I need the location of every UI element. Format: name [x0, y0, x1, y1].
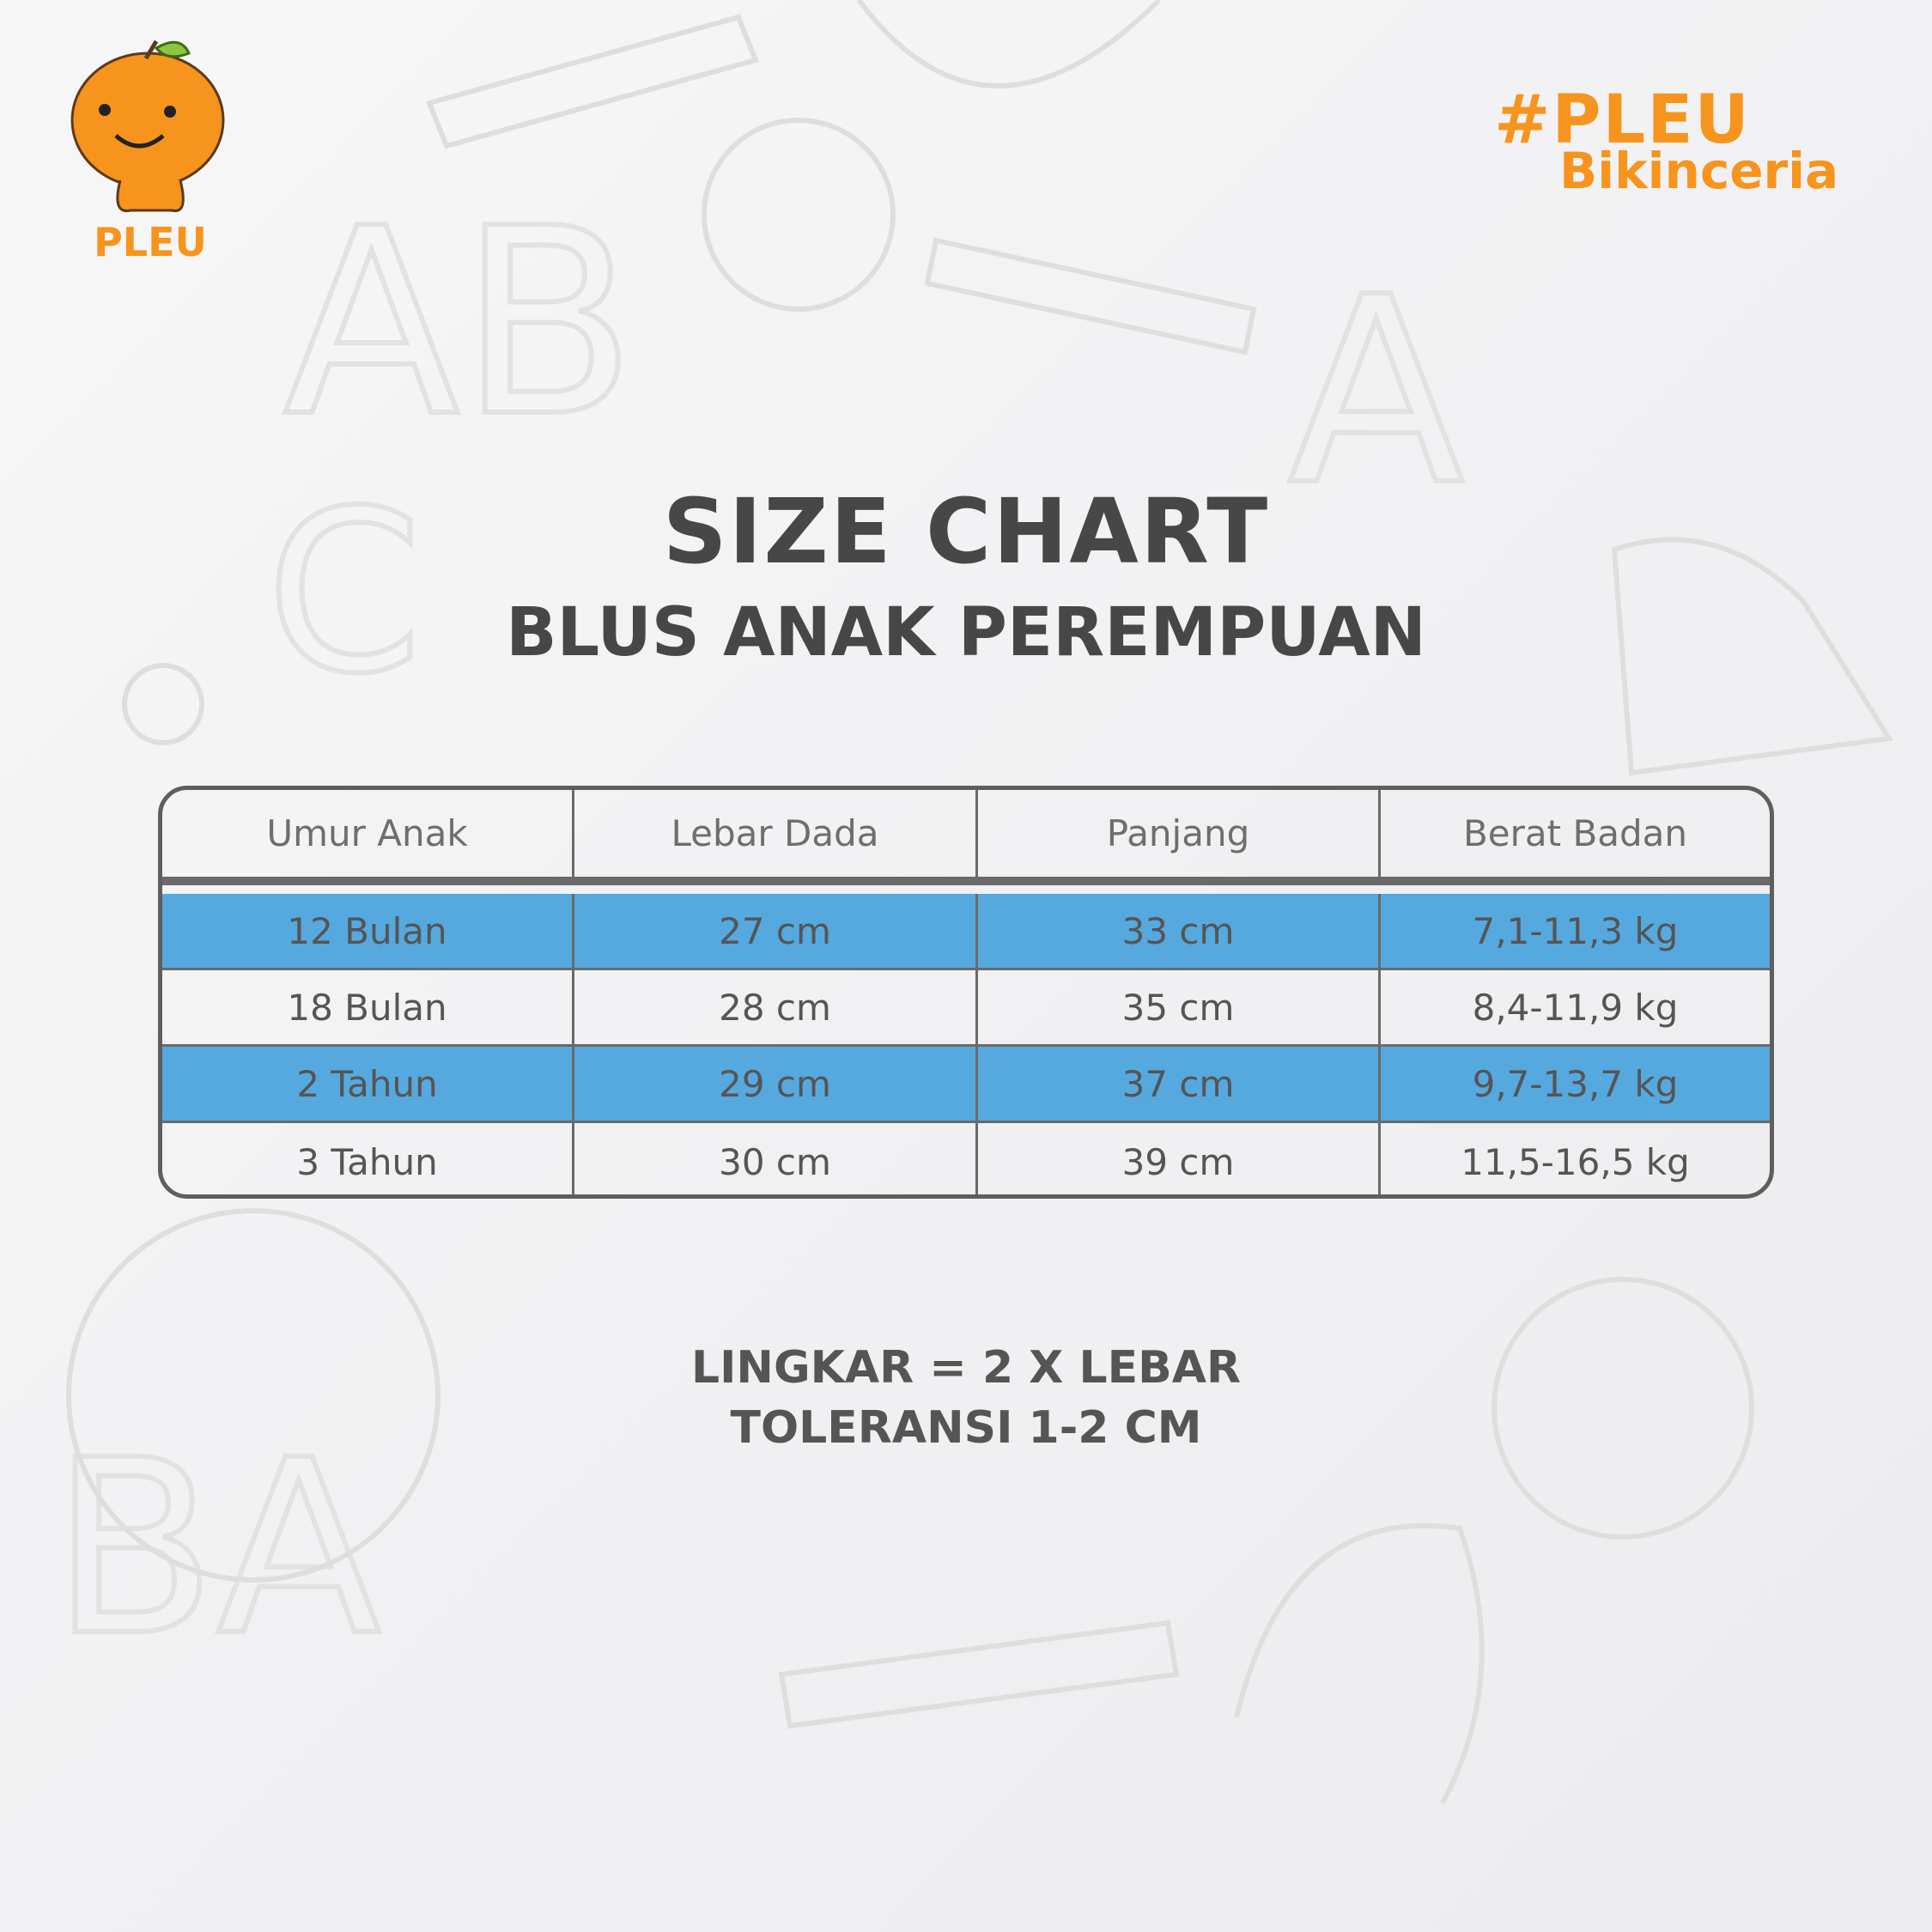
table-cell: 3 Tahun	[162, 1123, 574, 1194]
header-cell: Berat Badan	[1462, 812, 1688, 854]
table-row: 2 Tahun 29 cm 37 cm 9,7-13,7 kg	[162, 1047, 1770, 1123]
hashtag-line1: #PLEU	[1494, 82, 1751, 159]
size-table: Umur Anak Lebar Dada Panjang Berat Badan…	[158, 786, 1774, 1199]
table-cell: 18 Bulan	[162, 970, 574, 1044]
table-cell: 7,1-11,3 kg	[1472, 909, 1679, 952]
table-cell: 29 cm	[574, 1047, 978, 1121]
table-cell: 28 cm	[574, 970, 978, 1044]
table-cell: 30 cm	[574, 1123, 978, 1194]
table-cell: 9,7-13,7 kg	[1472, 1062, 1679, 1105]
svg-text:AB: AB	[283, 173, 636, 473]
table-row: 3 Tahun 30 cm 39 cm 11,5-16,5 kg	[162, 1123, 1770, 1194]
header-cell: Umur Anak	[162, 790, 574, 877]
table-cell: 39 cm	[978, 1123, 1381, 1194]
table-cell: 37 cm	[978, 1047, 1381, 1121]
note-tolerance: TOLERANSI 1-2 CM	[730, 1402, 1202, 1454]
hashtag-logo: #PLEU Bikinceria	[1494, 82, 1872, 210]
orange-mascot-icon	[70, 39, 225, 213]
hashtag-line2: Bikinceria	[1559, 142, 1839, 200]
page-title: SIZE CHART	[662, 479, 1270, 584]
pleu-logo: PLEU	[60, 34, 240, 266]
header-cell: Panjang	[978, 790, 1381, 877]
table-cell: 27 cm	[574, 894, 978, 968]
table-cell: 35 cm	[978, 970, 1381, 1044]
page-subtitle: BLUS ANAK PEREMPUAN	[506, 594, 1426, 671]
svg-text:A: A	[1288, 242, 1465, 542]
table-cell: 11,5-16,5 kg	[1461, 1140, 1690, 1183]
table-cell: 12 Bulan	[162, 894, 574, 968]
svg-text:BA: BA	[52, 1409, 382, 1689]
header-cell: Lebar Dada	[574, 790, 978, 877]
logo-text: PLEU	[94, 219, 207, 265]
svg-text:C: C	[266, 464, 422, 723]
table-row: 12 Bulan 27 cm 33 cm 7,1-11,3 kg	[162, 894, 1770, 970]
table-cell: 8,4-11,9 kg	[1472, 986, 1679, 1029]
table-row: 18 Bulan 28 cm 35 cm 8,4-11,9 kg	[162, 970, 1770, 1047]
table-cell: 33 cm	[978, 894, 1381, 968]
table-cell: 2 Tahun	[162, 1047, 574, 1121]
note-circumference: LINGKAR = 2 X LEBAR	[690, 1342, 1242, 1394]
table-header: Umur Anak Lebar Dada Panjang Berat Badan	[162, 790, 1770, 885]
